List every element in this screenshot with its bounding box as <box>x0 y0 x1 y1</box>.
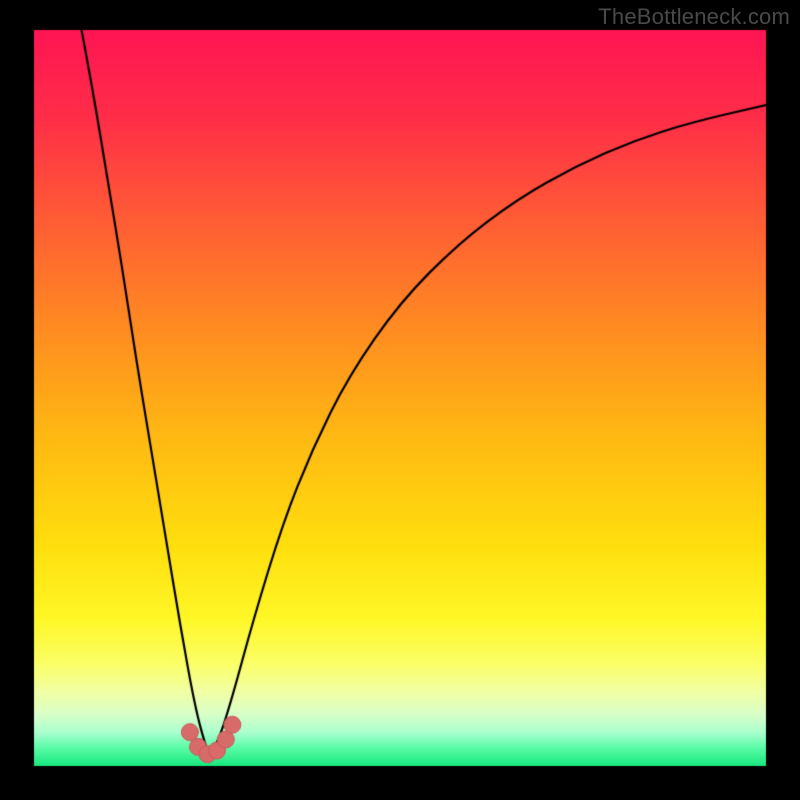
watermark-text: TheBottleneck.com <box>598 4 790 30</box>
bottleneck-curve-chart <box>0 0 800 800</box>
chart-container: TheBottleneck.com <box>0 0 800 800</box>
